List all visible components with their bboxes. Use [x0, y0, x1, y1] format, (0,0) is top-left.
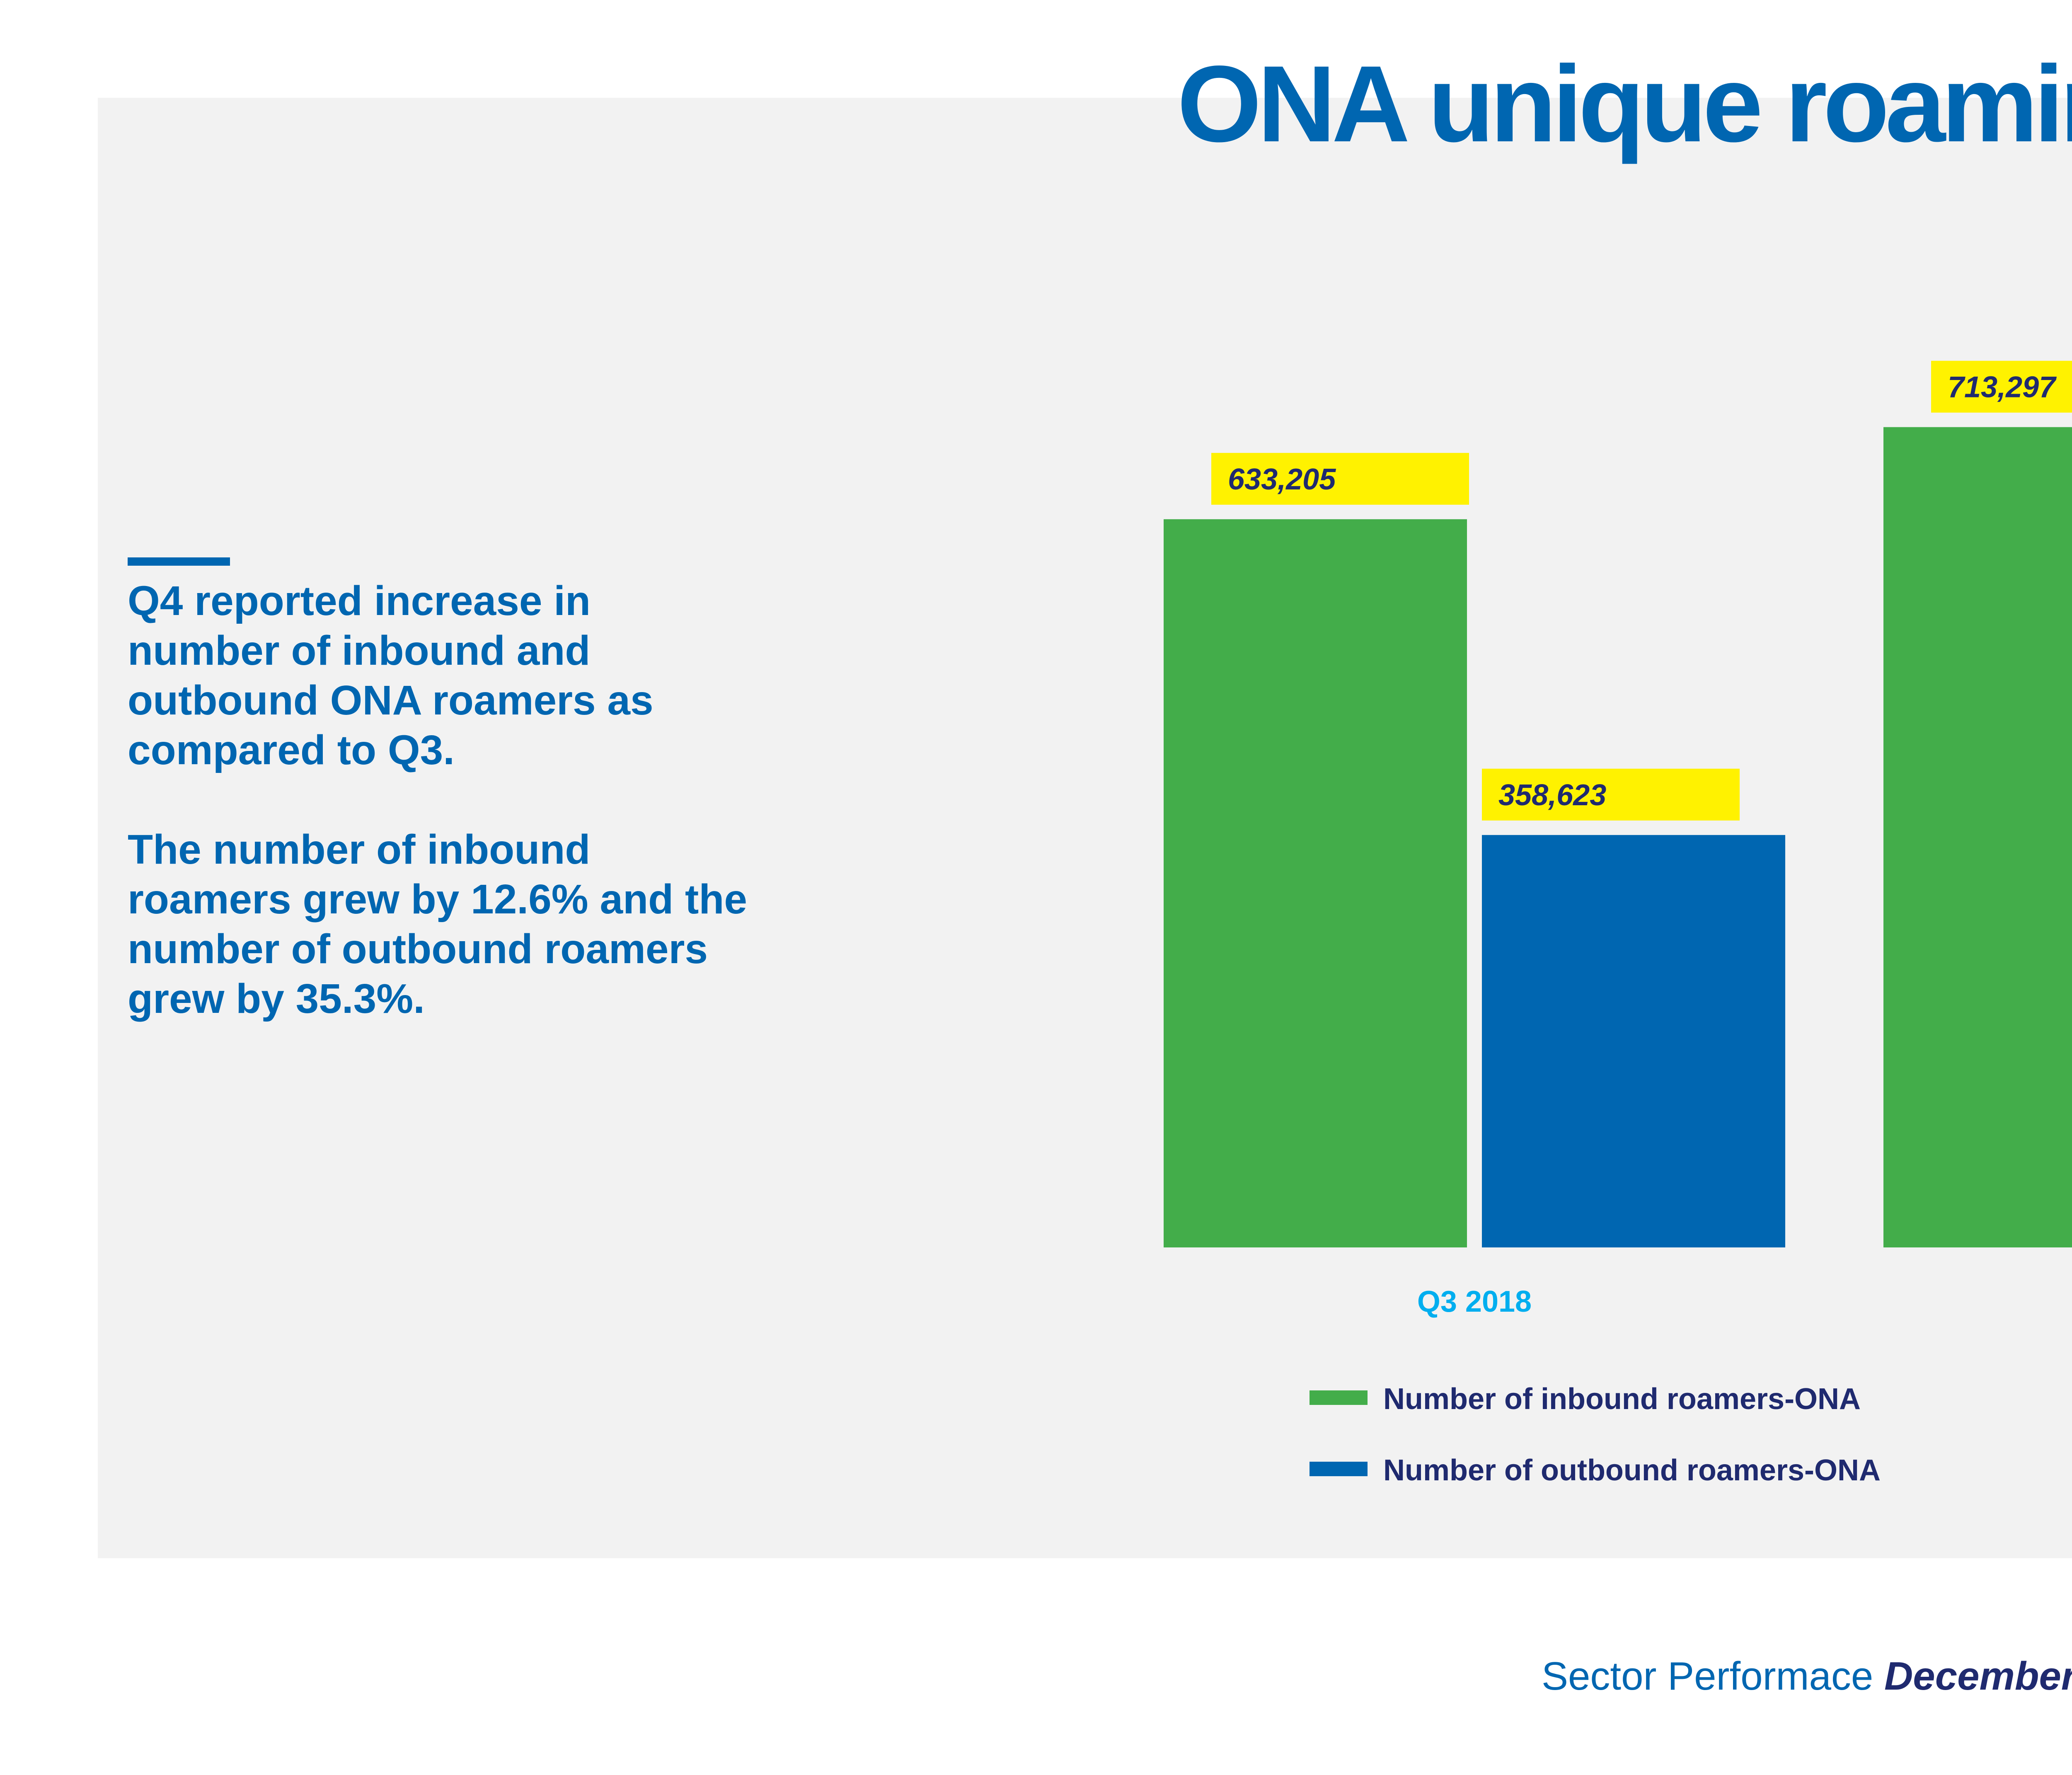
bar-inbound-1 [1883, 427, 2072, 1247]
data-label: 358,623 [1498, 779, 1606, 812]
footer-caption: Sector Performace December 2018 [1542, 1654, 2072, 1699]
data-label-bg [1931, 361, 2072, 413]
footer-report-name: Sector Performace [1542, 1654, 1874, 1698]
summary-paragraph-1: Q4 reported increase in number of inboun… [128, 578, 654, 773]
legend-swatch [1310, 1390, 1368, 1405]
page-title: ONA unique roaming subscribers [1177, 43, 2072, 165]
legend-label: Number of inbound roamers-ONA [1383, 1383, 1861, 1416]
data-label-bg [1211, 453, 1469, 505]
bar-outbound-0 [1482, 835, 1785, 1247]
slide-panel [98, 98, 2072, 1558]
category-label: Q3 2018 [1417, 1285, 1532, 1318]
summary-paragraph-2: The number of inbound roamers grew by 12… [128, 826, 748, 1022]
data-label-bg [1482, 768, 1740, 821]
summary-text: Q4 reported increase in number of inboun… [128, 576, 749, 1073]
bar-inbound-0 [1164, 519, 1467, 1247]
footer-report-date: December 2018 [1884, 1654, 2072, 1698]
accent-rule [128, 557, 230, 566]
legend-label: Number of outbound roamers-ONA [1383, 1454, 1881, 1487]
legend-swatch [1310, 1462, 1368, 1476]
data-label: 713,297 [1948, 371, 2057, 404]
data-label: 633,205 [1228, 463, 1336, 496]
